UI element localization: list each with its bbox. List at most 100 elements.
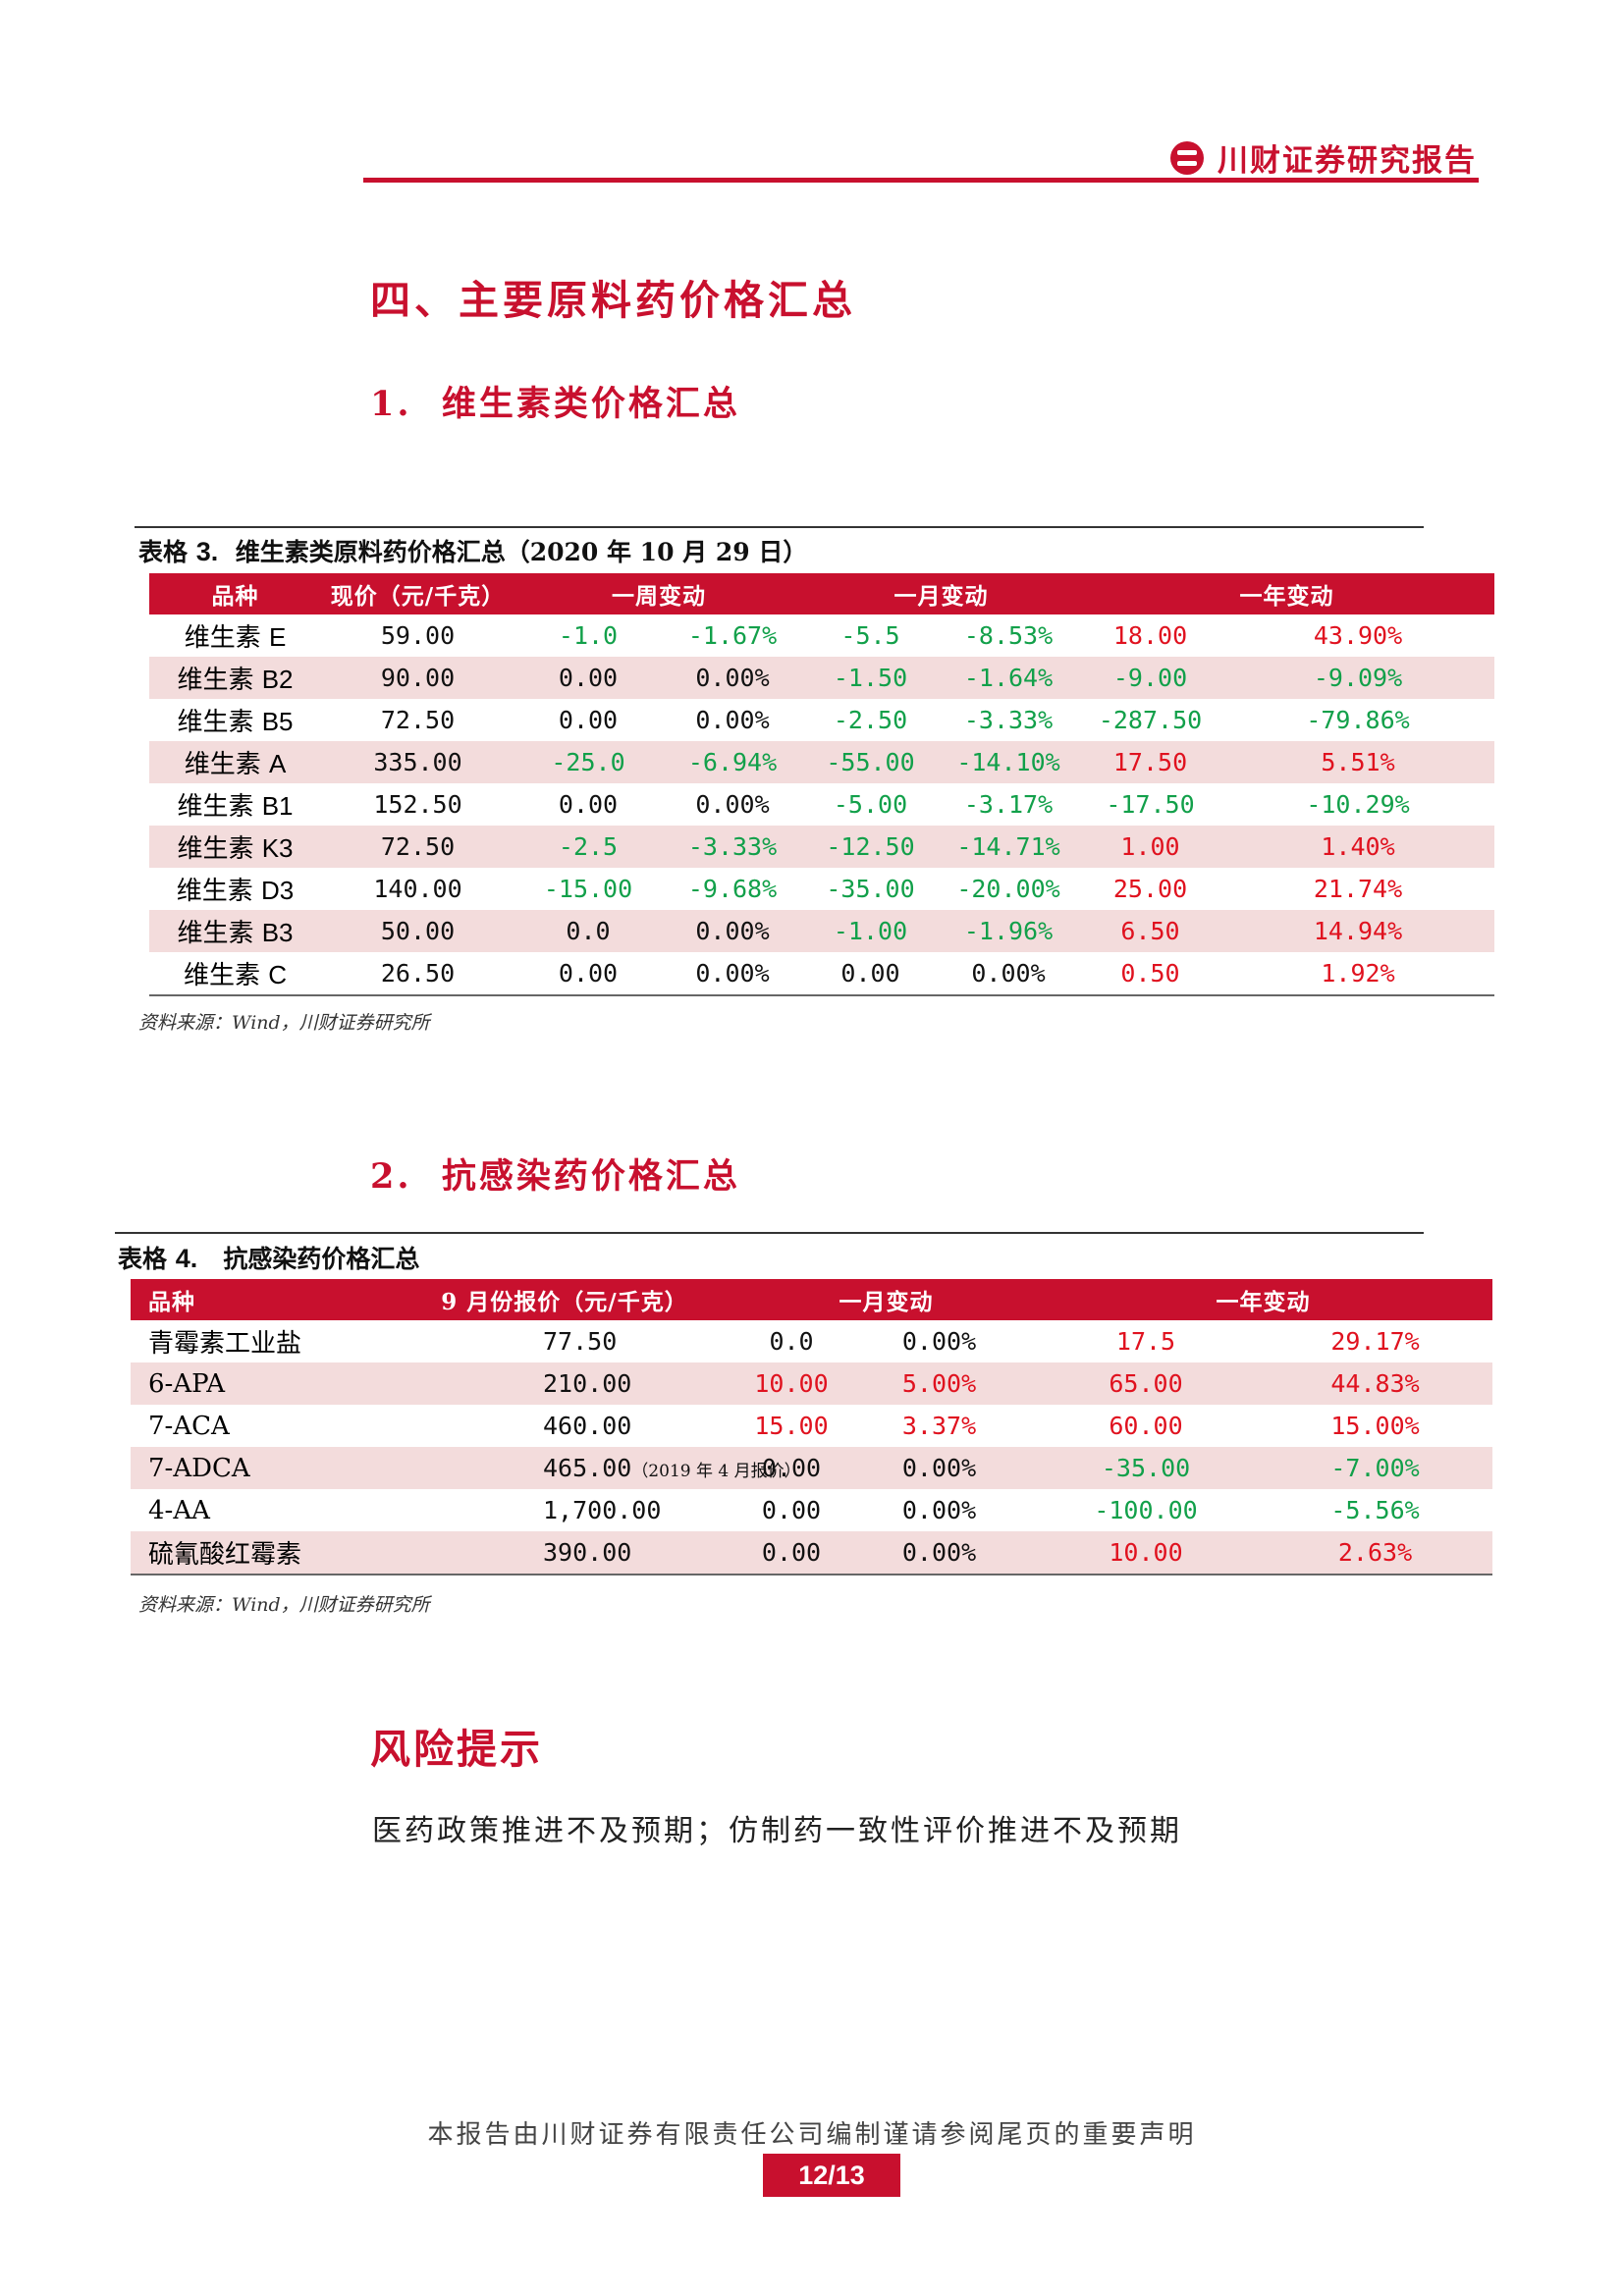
header-cell-price: 现价（元/千克） bbox=[321, 573, 514, 614]
change-cell: 3.37% bbox=[901, 1412, 977, 1440]
change-cell: 0.00% bbox=[844, 1447, 1035, 1489]
change-cell: -100.00 bbox=[1094, 1496, 1198, 1524]
variety-cell: 4-AA bbox=[148, 1495, 210, 1525]
price-cell: 140.00 bbox=[373, 875, 462, 903]
footer-disclaimer: 本报告由川财证券有限责任公司编制谨请参阅尾页的重要声明 bbox=[427, 2120, 1197, 2150]
quote-value: 390.00 bbox=[543, 1538, 632, 1567]
change-cell: -1.0 bbox=[558, 621, 619, 650]
change-cell: 0.00% bbox=[662, 910, 803, 952]
variety-code: B2 bbox=[261, 665, 294, 694]
header-cell-month-change: 一月变动 bbox=[803, 573, 1079, 614]
variety-name: 维生素 bbox=[177, 919, 262, 948]
change-cell: -5.5 bbox=[840, 621, 900, 650]
price-cell: 50.00 bbox=[321, 910, 514, 952]
variety-name: 维生素 bbox=[176, 877, 261, 906]
change-cell: -35.00 bbox=[1034, 1447, 1259, 1489]
variety-cell: 维生素 B3 bbox=[149, 910, 321, 952]
quote-cell: 460.00 bbox=[391, 1405, 738, 1447]
price-cell: 72.50 bbox=[380, 706, 456, 734]
table-row: 维生素 B3 50.00 0.0 0.00% -1.00 -1.96% 6.50 14.94% bbox=[149, 910, 1494, 952]
change-cell: 21.74% bbox=[1313, 875, 1403, 903]
table-row: 维生素 B5 72.50 0.00 0.00% -2.50 -3.33% -287.50 -7… bbox=[149, 699, 1494, 741]
header-cell-year-change: 一年变动 bbox=[1034, 1279, 1493, 1320]
caption-prefix: 表格 bbox=[138, 538, 189, 566]
change-cell: -6.94% bbox=[662, 741, 803, 783]
change-cell: -15.00 bbox=[543, 875, 633, 903]
change-cell: 25.00 bbox=[1112, 875, 1188, 903]
table4-source: 资料来源：Wind，川财证券研究所 bbox=[138, 1594, 430, 1616]
variety-code: C bbox=[268, 960, 288, 989]
subsection-title: 抗感染药价格汇总 bbox=[441, 1156, 740, 1197]
variety-cell: 维生素 A bbox=[149, 741, 321, 783]
variety-name: 维生素 bbox=[183, 961, 269, 990]
change-cell: 2.63% bbox=[1258, 1531, 1493, 1575]
change-cell: 1.92% bbox=[1321, 959, 1395, 988]
change-cell: 5.00% bbox=[844, 1362, 1035, 1405]
change-cell: 0.00 bbox=[761, 1496, 822, 1524]
table-row: 维生素 B2 90.00 0.00 0.00% -1.50 -1.64% -9.00 -9.0… bbox=[149, 657, 1494, 699]
change-cell: 10.00 bbox=[1034, 1531, 1259, 1575]
variety-code: D3 bbox=[261, 876, 295, 905]
variety-cell: 维生素 D3 bbox=[149, 868, 321, 910]
price-cell: 335.00 bbox=[321, 741, 514, 783]
variety-code: E bbox=[268, 622, 287, 652]
change-cell: 0.00 bbox=[840, 959, 900, 988]
variety-cell: 维生素 B5 bbox=[149, 699, 321, 741]
price-cell: 72.50 bbox=[321, 826, 514, 868]
quote-cell: 1,700.00 bbox=[391, 1489, 738, 1531]
change-cell: -9.09% bbox=[1221, 657, 1494, 699]
change-cell: 0.00% bbox=[695, 959, 770, 988]
quote-value: 77.50 bbox=[543, 1327, 618, 1356]
change-cell: 0.00% bbox=[844, 1531, 1035, 1575]
change-cell: 60.00 bbox=[1109, 1412, 1183, 1440]
variety-cell: 青霉素工业盐 bbox=[148, 1329, 302, 1359]
change-cell: 0.0 bbox=[769, 1327, 814, 1356]
change-cell: 0.00 bbox=[738, 1531, 845, 1575]
quote-value: 460.00 bbox=[543, 1412, 632, 1440]
change-cell: 0.00% bbox=[695, 706, 770, 734]
change-cell: -25.0 bbox=[514, 741, 662, 783]
anti-infective-price-table: 品种 9 月份报价（元/千克） 一月变动 一年变动 青霉素工业盐 77.50 0.0… bbox=[131, 1279, 1493, 1575]
change-cell: -1.00 bbox=[803, 910, 938, 952]
change-cell: -3.17% bbox=[963, 790, 1054, 819]
header-cell-year-change: 一年变动 bbox=[1079, 573, 1494, 614]
variety-name: 维生素 bbox=[177, 792, 262, 822]
subsection-number: 1. bbox=[370, 384, 412, 424]
table-row: 6-APA 210.00 10.00 5.00% 65.00 44.83% bbox=[131, 1362, 1493, 1405]
change-cell: -1.50 bbox=[803, 657, 938, 699]
table-row: 维生素 K3 72.50 -2.5 -3.33% -12.50 -14.71% 1.00 1.… bbox=[149, 826, 1494, 868]
change-cell: 15.00 bbox=[754, 1412, 829, 1440]
quote-cell: 390.00 bbox=[391, 1531, 739, 1575]
vitamin-price-table: 品种 现价（元/千克） 一周变动 一月变动 一年变动 维生素 E 59.00 -1.… bbox=[149, 573, 1494, 996]
report-header-brand: 川财证券研究报告 bbox=[1170, 135, 1477, 180]
table-row: 维生素 E 59.00 -1.0 -1.67% -5.5 -8.53% 18.00 43.90… bbox=[149, 614, 1494, 657]
header-cell-quote: 9 月份报价（元/千克） bbox=[391, 1279, 739, 1320]
variety-cell: 硫氰酸红霉素 bbox=[131, 1531, 391, 1575]
header-rule bbox=[363, 178, 1479, 183]
quote-value: 465.00 bbox=[543, 1454, 632, 1482]
change-cell: 15.00% bbox=[1330, 1412, 1420, 1440]
change-cell: -1.96% bbox=[938, 910, 1079, 952]
change-cell: 6.50 bbox=[1079, 910, 1221, 952]
change-cell: 0.00 bbox=[738, 1447, 845, 1489]
change-cell: -1.64% bbox=[938, 657, 1079, 699]
variety-cell: 维生素 B2 bbox=[149, 657, 321, 699]
variety-name: 维生素 bbox=[177, 666, 262, 695]
change-cell: -7.00% bbox=[1258, 1447, 1493, 1489]
header-cell-month-change: 一月变动 bbox=[738, 1279, 1035, 1320]
change-cell: 5.51% bbox=[1221, 741, 1494, 783]
table3-source: 资料来源：Wind，川财证券研究所 bbox=[138, 1012, 430, 1034]
header-cell-variety: 品种 bbox=[131, 1279, 391, 1320]
table-row: 青霉素工业盐 77.50 0.0 0.00% 17.5 29.17% bbox=[131, 1320, 1492, 1362]
change-cell: -14.71% bbox=[938, 826, 1079, 868]
quote-value: 1,700.00 bbox=[543, 1496, 662, 1524]
change-cell: 0.00% bbox=[901, 1496, 977, 1524]
change-cell: 0.00 bbox=[558, 706, 619, 734]
change-cell: 0.00 bbox=[514, 657, 662, 699]
variety-cell: 维生素 E bbox=[149, 614, 321, 657]
change-cell: 0.00% bbox=[662, 657, 803, 699]
change-cell: 0.00 bbox=[558, 959, 619, 988]
quote-cell: 77.50 bbox=[391, 1320, 738, 1362]
change-cell: 1.00 bbox=[1079, 826, 1221, 868]
price-cell: 26.50 bbox=[380, 959, 456, 988]
